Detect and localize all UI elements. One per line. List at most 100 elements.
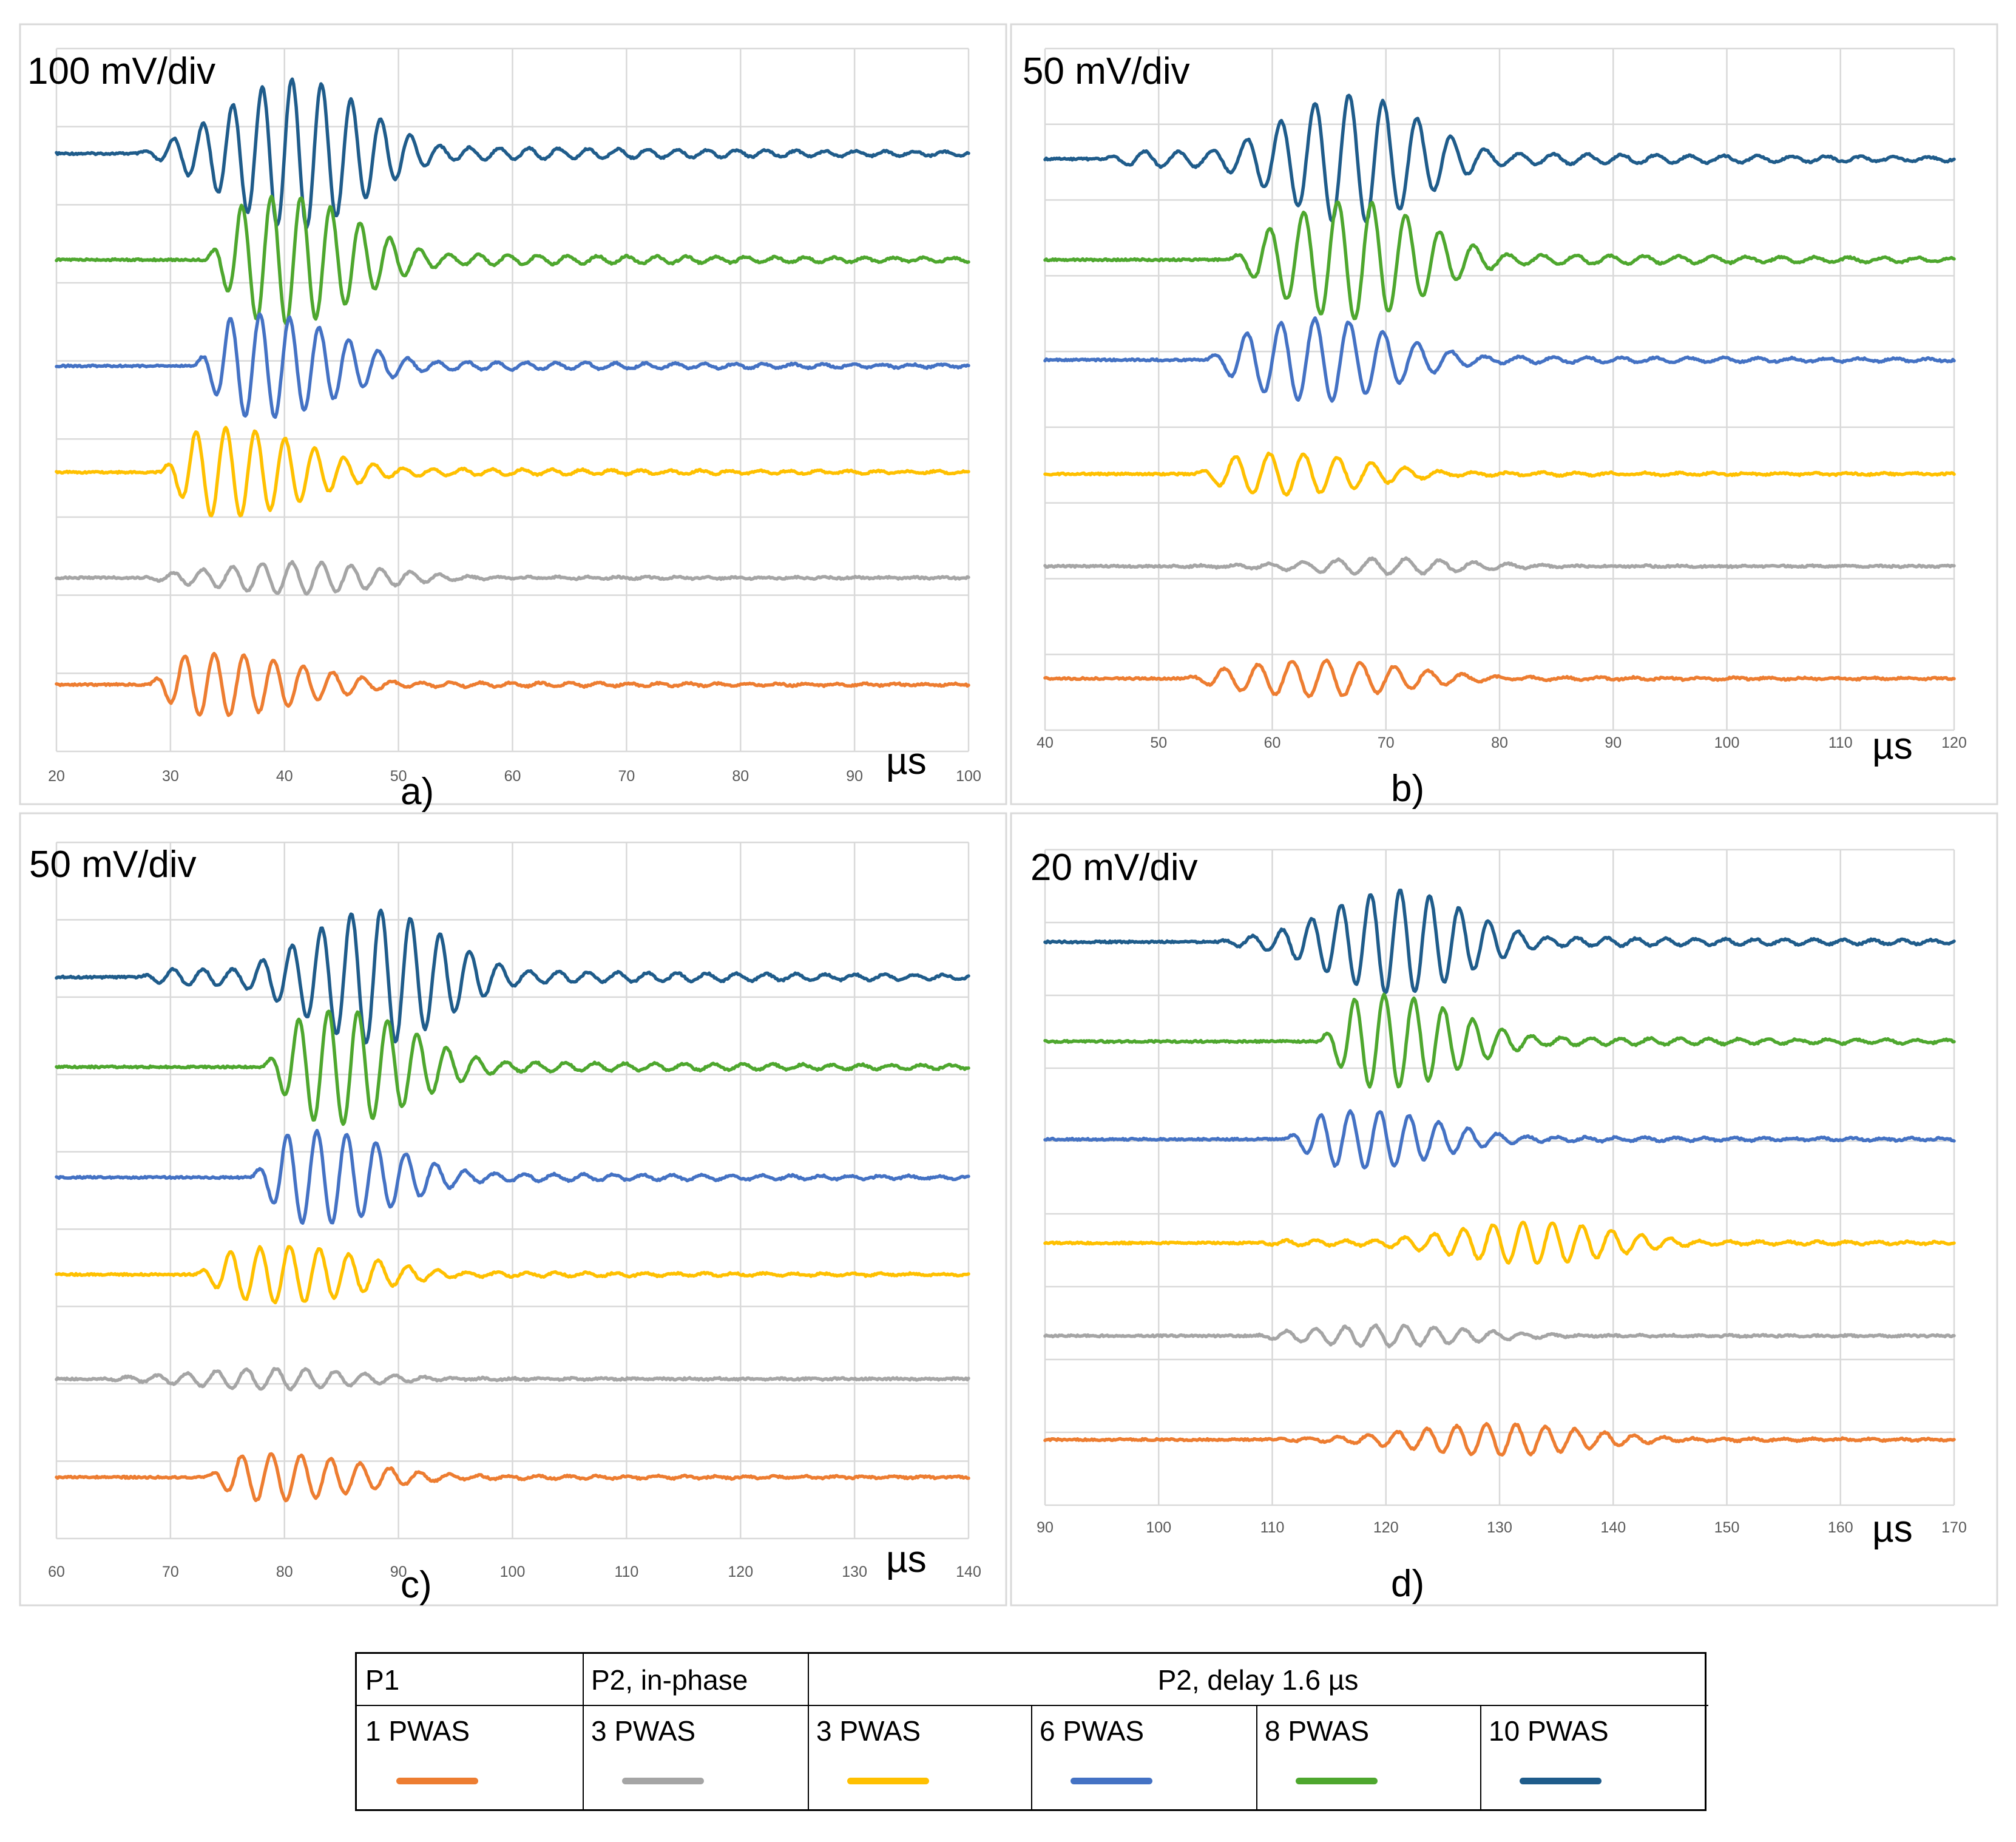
x-tick-label: 130 — [842, 1563, 867, 1580]
x-tick-label: 70 — [1378, 734, 1395, 751]
scale-label: 50 mV/div — [1023, 50, 1190, 92]
x-tick-label: 30 — [162, 768, 179, 785]
trace-8-pwas — [1043, 992, 1956, 1089]
legend-swatch — [1296, 1778, 1378, 1784]
legend-separator — [1480, 1706, 1481, 1811]
panel-b: 40 50 60 70 80 90 100 110 120 50 mV/div µs b) — [1023, 47, 1967, 810]
legend-entry: 6 PWAS — [1031, 1706, 1256, 1811]
legend-entry-label: 1 PWAS — [365, 1715, 470, 1747]
scale-label: 20 mV/div — [1030, 847, 1198, 889]
trace-6-pwas — [1043, 1109, 1956, 1170]
x-tick-label: 40 — [1037, 734, 1054, 751]
x-tick-label: 120 — [1941, 734, 1967, 751]
panel-d: 90 100 110 120 130 140 150 160 170 20 mV/div µs d) — [1030, 847, 1967, 1605]
trace-1-pwas — [1043, 1422, 1956, 1457]
legend-entry-label: 3 PWAS — [591, 1715, 696, 1747]
scale-label: 50 mV/div — [29, 844, 197, 885]
x-tick-label: 110 — [1260, 1519, 1285, 1536]
legend-entry-label: 10 PWAS — [1489, 1715, 1609, 1747]
trace-10-pwas — [55, 909, 970, 1045]
x-tick-label: 60 — [504, 768, 521, 785]
x-tick-label: 70 — [618, 768, 635, 785]
panel-label: c) — [401, 1564, 432, 1606]
x-tick-label: 110 — [1828, 734, 1853, 751]
x-unit-label: µs — [886, 1539, 927, 1580]
legend-group-header: P1 — [357, 1654, 583, 1706]
x-tick-label: 90 — [846, 768, 863, 785]
x-tick-label: 50 — [1150, 734, 1167, 751]
trace-8-pwas — [55, 194, 970, 325]
trace-1-pwas — [55, 652, 970, 717]
trace-3-pwas — [1043, 556, 1956, 576]
scale-label: 100 mV/div — [27, 50, 215, 92]
legend-swatch — [622, 1778, 704, 1784]
trace-3-pwas — [1043, 452, 1956, 497]
x-tick-label: 100 — [1714, 734, 1740, 751]
legend-table: P1 P2, in-phase P2, delay 1.6 µs 1 PWAS 3 PW… — [355, 1652, 1708, 1811]
legend-separator — [1031, 1706, 1032, 1811]
legend-swatch — [847, 1778, 929, 1784]
x-unit-label: µs — [886, 740, 927, 782]
legend-group-header: P2, delay 1.6 µs — [808, 1654, 1708, 1706]
x-tick-label: 100 — [956, 768, 981, 785]
x-tick-label: 140 — [956, 1563, 981, 1580]
trace-6-pwas — [55, 312, 970, 419]
trace-6-pwas — [55, 1128, 970, 1225]
x-tick-label: 20 — [48, 768, 65, 785]
panel-label: b) — [1391, 768, 1424, 810]
x-tick-label: 170 — [1941, 1519, 1967, 1536]
x-tick-label: 120 — [1373, 1519, 1399, 1536]
legend-entry: 3 PWAS — [583, 1706, 808, 1811]
trace-10-pwas — [1043, 93, 1956, 223]
legend-swatch — [1071, 1778, 1152, 1784]
x-tick-label: 110 — [614, 1563, 638, 1580]
x-tick-label: 80 — [1491, 734, 1508, 751]
trace-3-pwas — [55, 1245, 970, 1305]
trace-6-pwas — [1043, 316, 1956, 403]
trace-10-pwas — [1043, 889, 1956, 995]
legend-group-header: P2, in-phase — [583, 1654, 808, 1706]
x-unit-label: µs — [1872, 725, 1913, 767]
legend-swatch — [396, 1778, 478, 1784]
trace-10-pwas — [55, 77, 970, 229]
x-tick-label: 60 — [48, 1563, 65, 1580]
trace-3-pwas — [55, 560, 970, 596]
x-unit-label: µs — [1872, 1508, 1913, 1550]
trace-8-pwas — [55, 1009, 970, 1126]
trace-3-pwas — [55, 1367, 970, 1392]
trace-3-pwas — [1043, 1323, 1956, 1349]
legend-entry: 10 PWAS — [1480, 1706, 1708, 1811]
x-tick-label: 80 — [732, 768, 749, 785]
x-tick-label: 140 — [1600, 1519, 1626, 1536]
x-tick-label: 90 — [390, 1563, 407, 1580]
x-tick-label: 60 — [1264, 734, 1281, 751]
legend-separator — [808, 1654, 809, 1811]
panel-a: 20 30 40 50 60 70 80 90 100 100 mV/div µs a) — [27, 47, 981, 813]
panel-label: a) — [401, 771, 434, 813]
x-tick-label: 160 — [1828, 1519, 1853, 1536]
legend-entry-label: 3 PWAS — [816, 1715, 921, 1747]
legend-swatch — [1520, 1778, 1602, 1784]
legend-separator — [583, 1654, 584, 1811]
x-tick-label: 40 — [276, 768, 293, 785]
trace-8-pwas — [1043, 200, 1956, 320]
x-tick-label: 100 — [500, 1563, 526, 1580]
legend-entry: 1 PWAS — [357, 1706, 583, 1811]
x-tick-label: 90 — [1037, 1519, 1054, 1536]
x-tick-label: 80 — [276, 1563, 293, 1580]
x-tick-label: 100 — [1146, 1519, 1171, 1536]
trace-3-pwas — [1043, 1221, 1956, 1265]
legend-separator — [1256, 1706, 1257, 1811]
x-tick-label: 50 — [390, 768, 407, 785]
trace-1-pwas — [1043, 658, 1956, 699]
trace-3-pwas — [55, 425, 970, 518]
x-tick-label: 90 — [1605, 734, 1622, 751]
x-tick-label: 70 — [162, 1563, 179, 1580]
panel-c: 60 70 80 90 100 110 120 130 140 50 mV/div µs c) — [29, 841, 981, 1606]
trace-1-pwas — [55, 1452, 970, 1503]
legend-entry-label: 8 PWAS — [1265, 1715, 1370, 1747]
x-tick-label: 150 — [1714, 1519, 1740, 1536]
x-tick-label: 120 — [728, 1563, 753, 1580]
x-tick-label: 130 — [1487, 1519, 1512, 1536]
